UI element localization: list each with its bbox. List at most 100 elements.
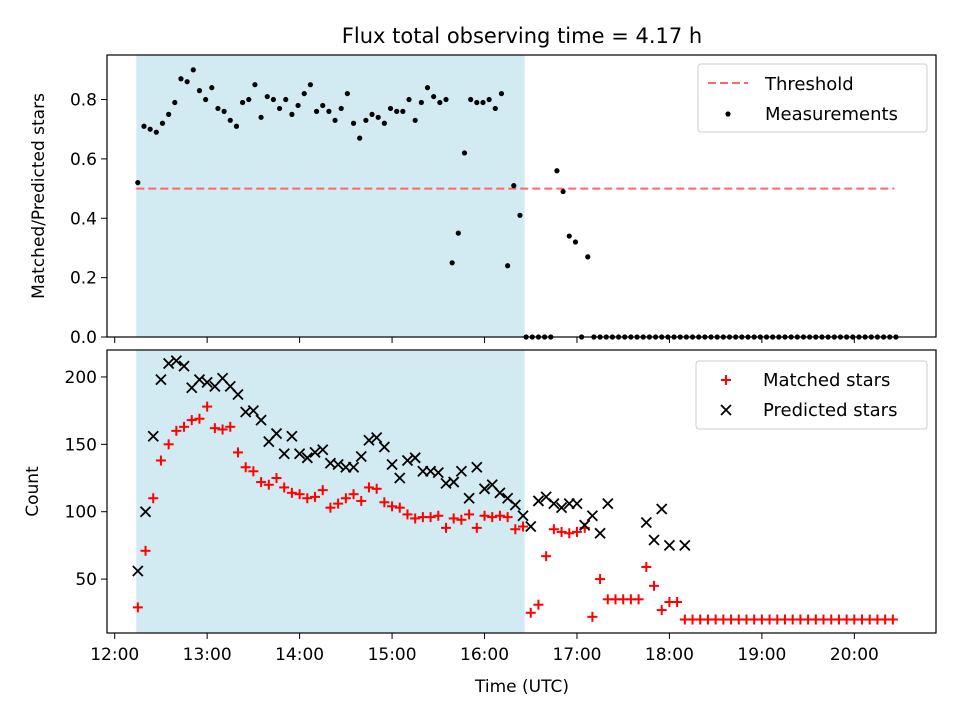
x-axis-label: Time (UTC) <box>474 677 569 697</box>
matched-star-point <box>294 489 305 500</box>
matched-legend-label: Matched stars <box>763 370 890 391</box>
matched-star-point <box>394 502 405 513</box>
bottom-plot-frame <box>106 349 937 634</box>
matched-star-point <box>410 513 421 524</box>
predicted-star-point <box>471 461 483 473</box>
threshold-legend-label: Threshold <box>764 74 854 95</box>
predicted-star-point <box>656 503 668 515</box>
predicted-star-point <box>317 444 329 456</box>
matched-star-point <box>240 462 251 473</box>
measurement-point <box>203 96 209 103</box>
matched-star-point <box>148 493 159 504</box>
matched-star-point <box>325 502 336 513</box>
top-y-ticks: 0.0 0.2 0.4 0.6 0.8 <box>70 91 107 348</box>
measurement-point <box>431 93 437 100</box>
measurement-point <box>443 96 449 103</box>
measurement-point <box>295 102 301 109</box>
matched-star-point <box>587 611 598 622</box>
predicted-star-point <box>394 472 406 484</box>
shaded-interval-bottom <box>136 350 525 633</box>
matched-star-point <box>494 510 505 521</box>
matched-star-point <box>286 487 297 498</box>
predicted-star-point <box>448 476 460 488</box>
measurement-point <box>412 117 418 123</box>
matched-star-point <box>456 514 467 525</box>
predicted-star-point <box>162 357 175 370</box>
matched-star-point <box>440 522 451 533</box>
matched-star-point <box>310 491 321 502</box>
matched-star-point <box>887 614 898 625</box>
bottom-y-axis-label: Count <box>23 466 43 517</box>
matched-legend-marker <box>721 375 731 385</box>
y-tick-label: 0.4 <box>70 209 97 229</box>
measurements-legend-label: Measurements <box>765 104 898 125</box>
measurement-point <box>511 183 517 189</box>
matched-star-point <box>641 561 652 572</box>
predicted-star-point <box>247 405 260 417</box>
matched-star-point <box>564 528 575 539</box>
predicted-star-point <box>309 446 321 459</box>
measurement-point <box>307 82 313 88</box>
predicted-star-point <box>525 520 537 533</box>
matched-star-point <box>672 597 683 608</box>
measurement-point <box>289 111 295 117</box>
matched-star-point <box>209 423 220 434</box>
top-subplot: 0.00.20.40.60.8 Matched/Predicted stars … <box>29 54 937 348</box>
y-tick-label: 50 <box>75 570 97 590</box>
matched-star-point <box>171 425 182 436</box>
measurement-point <box>135 180 141 186</box>
measurement-point <box>233 123 240 129</box>
matched-star-point <box>649 580 660 591</box>
y-tick-label: 0.8 <box>70 91 97 111</box>
x-tick-label: 13:00 <box>183 645 232 665</box>
matched-star-point <box>155 455 166 466</box>
measurement-point <box>313 108 320 114</box>
predicted-star-point <box>355 450 367 463</box>
measurement-point <box>172 99 178 106</box>
measurement-point <box>369 111 375 117</box>
measurement-point <box>276 105 283 112</box>
measurement-point <box>486 96 492 103</box>
y-tick-label: 0.6 <box>70 150 97 170</box>
measurement-point <box>437 99 443 106</box>
matched-star-point <box>471 522 482 533</box>
predicted-star-point <box>363 434 375 446</box>
predicted-star-point <box>679 539 691 552</box>
measurement-point <box>270 96 277 103</box>
matched-star-point <box>279 482 290 493</box>
predicted-star-point <box>463 492 475 504</box>
measurement-point <box>190 67 196 73</box>
matched-star-point <box>340 493 351 504</box>
predicted-star-point <box>555 502 568 514</box>
top-x-ticks <box>114 337 855 343</box>
top-y-axis-label: Matched/Predicted stars <box>29 93 49 299</box>
matched-star-point <box>633 594 644 605</box>
measurement-point <box>332 117 338 123</box>
measurement-point <box>166 111 172 117</box>
top-plot-frame <box>106 54 937 338</box>
predicted-star-point <box>371 431 383 444</box>
matched-star-point <box>548 524 559 535</box>
matched-star-point <box>271 473 282 484</box>
matched-star-point <box>225 421 236 432</box>
measurement-point <box>375 114 381 120</box>
matched-star-point <box>256 477 267 488</box>
measurement-point <box>209 85 215 91</box>
matched-star-point <box>571 526 582 537</box>
predicted-star-point <box>532 495 545 507</box>
matched-star-point <box>433 510 444 521</box>
predicted-star-point <box>579 519 591 531</box>
x-tick-label: 19:00 <box>737 645 786 665</box>
x-tick-label: 17:00 <box>552 645 601 665</box>
predicted-star-point <box>663 539 676 552</box>
bottom-y-ticks: 50 100 150 200 <box>65 368 107 590</box>
predicted-legend-label: Predicted stars <box>763 400 897 421</box>
shaded-interval-top <box>136 55 525 337</box>
predicted-star-point <box>586 510 599 522</box>
predicted-star-point <box>147 430 159 442</box>
predicted-legend-marker <box>720 404 732 416</box>
matched-star-point <box>333 498 344 509</box>
x-tick-label: 14:00 <box>275 645 324 665</box>
measurement-point <box>480 99 486 106</box>
predicted-star-point <box>170 355 182 367</box>
